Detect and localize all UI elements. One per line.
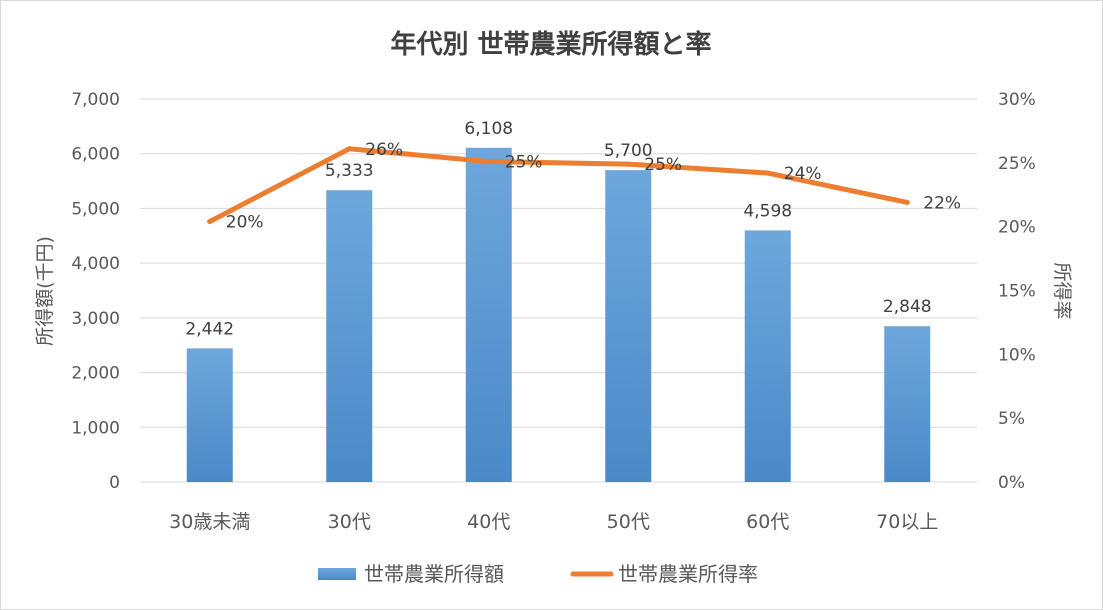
bar xyxy=(465,147,512,482)
line-point xyxy=(625,161,631,167)
legend-line-label: 世帯農業所得率 xyxy=(618,562,758,586)
left-axis-title: 所得額(千円) xyxy=(34,236,56,346)
line-data-label: 25% xyxy=(505,153,543,173)
line-point xyxy=(346,146,352,152)
line-point xyxy=(765,170,771,176)
line-data-label: 26% xyxy=(365,140,403,160)
bar xyxy=(605,170,652,482)
bar-data-label: 2,442 xyxy=(185,319,234,339)
right-tick-label: 15% xyxy=(998,282,1036,302)
bar-data-label: 5,700 xyxy=(604,141,653,161)
rate-line xyxy=(207,146,910,225)
left-tick-label: 1,000 xyxy=(71,418,120,438)
line-data-label: 25% xyxy=(644,155,682,175)
category-label: 30代 xyxy=(328,511,371,533)
bar-data-label: 2,848 xyxy=(883,297,932,317)
bar-data-label: 6,108 xyxy=(464,119,513,139)
line-series xyxy=(207,146,910,225)
data-labels: 2,442 5,333 6,108 5,700 4,598 2,848 20% 26% 25% 2… xyxy=(185,119,961,340)
right-tick-label: 5% xyxy=(998,409,1025,429)
category-axis: 30歳未満 30代 40代 50代 60代 70以上 xyxy=(169,511,938,533)
line-data-label: 20% xyxy=(226,213,264,233)
right-tick-label: 0% xyxy=(998,473,1025,493)
line-point xyxy=(904,199,910,205)
right-tick-label: 25% xyxy=(998,154,1036,174)
category-label: 70以上 xyxy=(876,511,938,533)
bar xyxy=(186,348,233,482)
left-tick-label: 6,000 xyxy=(71,145,120,165)
left-axis-ticks: 0 1,000 2,000 3,000 4,000 5,000 6,000 7,000 xyxy=(71,90,120,493)
left-tick-label: 4,000 xyxy=(71,254,120,274)
category-label: 40代 xyxy=(467,511,510,533)
legend-bar-label: 世帯農業所得額 xyxy=(364,562,504,586)
left-tick-label: 2,000 xyxy=(71,364,120,384)
bar-data-label: 4,598 xyxy=(743,201,792,221)
left-tick-label: 5,000 xyxy=(71,199,120,219)
legend: 世帯農業所得額 世帯農業所得率 xyxy=(318,562,758,586)
right-axis-title: 所得率 xyxy=(1051,262,1073,319)
bar xyxy=(744,230,791,482)
bar xyxy=(326,190,373,482)
category-label: 50代 xyxy=(607,511,650,533)
right-axis-ticks: 0% 5% 10% 15% 20% 25% 30% xyxy=(998,90,1036,493)
left-tick-label: 3,000 xyxy=(71,309,120,329)
bar-series xyxy=(186,147,931,482)
chart-title: 年代別 世帯農業所得額と率 xyxy=(390,29,711,60)
category-label: 30歳未満 xyxy=(169,511,250,533)
line-data-label: 22% xyxy=(923,193,961,213)
right-tick-label: 20% xyxy=(998,218,1036,238)
right-tick-label: 30% xyxy=(998,90,1036,110)
category-label: 60代 xyxy=(746,511,789,533)
left-tick-label: 7,000 xyxy=(71,90,120,110)
gridlines xyxy=(140,98,977,483)
line-point xyxy=(207,219,213,225)
right-tick-label: 10% xyxy=(998,345,1036,365)
line-data-label: 24% xyxy=(784,164,822,184)
line-point xyxy=(486,159,492,165)
legend-bar-swatch xyxy=(318,568,356,580)
left-tick-label: 0 xyxy=(109,473,120,493)
bar xyxy=(884,326,931,482)
bar-data-label: 5,333 xyxy=(325,161,374,181)
